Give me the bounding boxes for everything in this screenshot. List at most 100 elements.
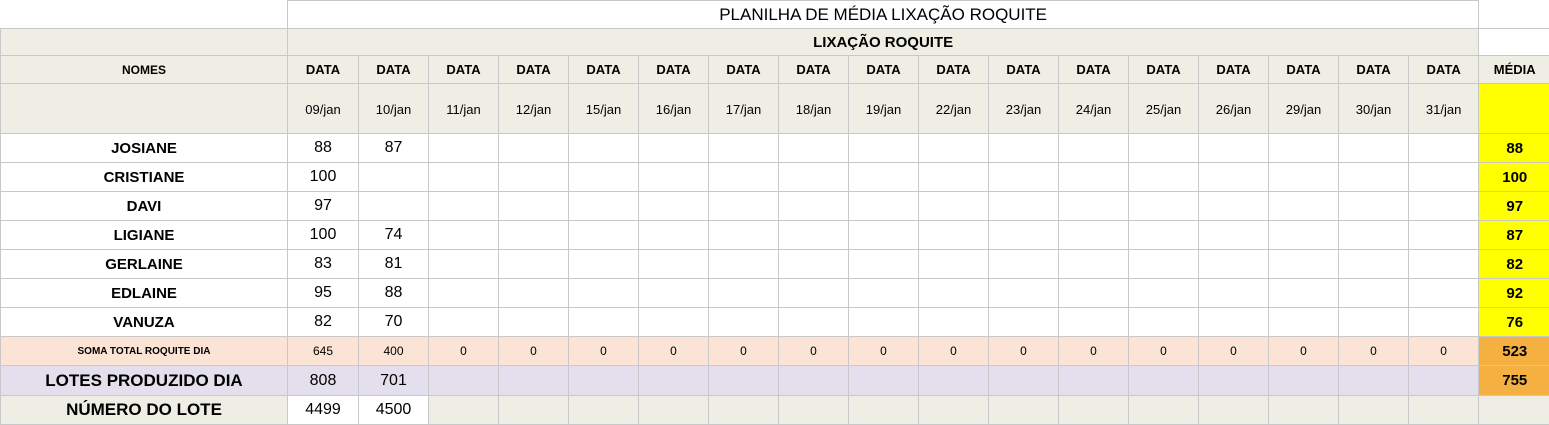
header-data[interactable]: DATA — [989, 56, 1059, 84]
date-cell[interactable]: 12/jan — [499, 84, 569, 134]
empty-cell[interactable] — [919, 279, 989, 308]
header-data[interactable]: DATA — [919, 56, 989, 84]
date-row-blank[interactable] — [1, 84, 288, 134]
empty-cell[interactable] — [1409, 192, 1479, 221]
person-name[interactable]: VANUZA — [1, 308, 288, 337]
empty-cell[interactable] — [1129, 250, 1199, 279]
empty-cell[interactable] — [779, 134, 849, 163]
soma-value[interactable]: 0 — [1129, 337, 1199, 366]
numero-lote-empty[interactable] — [1199, 396, 1269, 425]
soma-value[interactable]: 0 — [499, 337, 569, 366]
score-cell[interactable]: 95 — [288, 279, 359, 308]
score-cell[interactable]: 87 — [359, 134, 429, 163]
empty-cell[interactable] — [709, 279, 779, 308]
empty-cell[interactable] — [1269, 163, 1339, 192]
score-cell[interactable]: 74 — [359, 221, 429, 250]
score-cell[interactable]: 100 — [288, 221, 359, 250]
empty-cell[interactable] — [919, 250, 989, 279]
empty-cell[interactable] — [1409, 279, 1479, 308]
soma-value[interactable]: 0 — [1269, 337, 1339, 366]
empty-cell[interactable] — [1339, 221, 1409, 250]
header-media[interactable]: MÉDIA — [1479, 56, 1549, 84]
empty-cell[interactable] — [429, 163, 499, 192]
date-cell[interactable]: 25/jan — [1129, 84, 1199, 134]
numero-lote-empty[interactable] — [779, 396, 849, 425]
date-cell[interactable]: 10/jan — [359, 84, 429, 134]
empty-cell[interactable] — [499, 250, 569, 279]
header-data[interactable]: DATA — [429, 56, 499, 84]
numero-lote-value[interactable]: 4499 — [288, 396, 359, 425]
empty-cell[interactable] — [1059, 192, 1129, 221]
empty-cell[interactable] — [1199, 221, 1269, 250]
empty-cell[interactable] — [1129, 221, 1199, 250]
empty-cell[interactable] — [1199, 192, 1269, 221]
lotes-value[interactable]: 808 — [288, 366, 359, 396]
header-data[interactable]: DATA — [779, 56, 849, 84]
media-cell[interactable]: 92 — [1479, 279, 1549, 308]
score-cell[interactable]: 83 — [288, 250, 359, 279]
empty-cell[interactable] — [1339, 192, 1409, 221]
empty-cell[interactable] — [709, 221, 779, 250]
numero-lote-empty[interactable] — [709, 396, 779, 425]
empty-cell[interactable] — [1269, 221, 1339, 250]
date-cell[interactable]: 30/jan — [1339, 84, 1409, 134]
date-cell[interactable]: 23/jan — [989, 84, 1059, 134]
empty-cell[interactable] — [1269, 134, 1339, 163]
empty-cell[interactable] — [1199, 279, 1269, 308]
numero-lote-empty[interactable] — [919, 396, 989, 425]
lotes-empty[interactable] — [639, 366, 709, 396]
subtitle-blank-cell-right[interactable] — [1479, 29, 1549, 56]
header-data[interactable]: DATA — [499, 56, 569, 84]
empty-cell[interactable] — [1059, 163, 1129, 192]
empty-cell[interactable] — [779, 221, 849, 250]
person-name[interactable]: LIGIANE — [1, 221, 288, 250]
empty-cell[interactable] — [1059, 250, 1129, 279]
lotes-label[interactable]: LOTES PRODUZIDO DIA — [1, 366, 288, 396]
date-cell[interactable]: 09/jan — [288, 84, 359, 134]
empty-cell[interactable] — [709, 250, 779, 279]
subtitle-blank-cell[interactable] — [1, 29, 288, 56]
empty-cell[interactable] — [499, 308, 569, 337]
empty-cell[interactable] — [1129, 134, 1199, 163]
empty-cell[interactable] — [1339, 134, 1409, 163]
media-cell[interactable]: 87 — [1479, 221, 1549, 250]
empty-cell[interactable] — [1339, 250, 1409, 279]
lotes-empty[interactable] — [779, 366, 849, 396]
soma-value[interactable]: 0 — [849, 337, 919, 366]
empty-cell[interactable] — [1199, 308, 1269, 337]
header-data[interactable]: DATA — [1129, 56, 1199, 84]
header-data[interactable]: DATA — [1339, 56, 1409, 84]
media-cell[interactable]: 82 — [1479, 250, 1549, 279]
soma-label[interactable]: SOMA TOTAL ROQUITE DIA — [1, 337, 288, 366]
empty-cell[interactable] — [989, 221, 1059, 250]
empty-cell[interactable] — [1059, 279, 1129, 308]
lotes-empty[interactable] — [429, 366, 499, 396]
header-names[interactable]: NOMES — [1, 56, 288, 84]
date-cell[interactable]: 19/jan — [849, 84, 919, 134]
empty-cell[interactable] — [989, 308, 1059, 337]
sheet-title[interactable]: PLANILHA DE MÉDIA LIXAÇÃO ROQUITE — [288, 1, 1479, 29]
lotes-empty[interactable] — [1129, 366, 1199, 396]
empty-cell[interactable] — [779, 279, 849, 308]
soma-value[interactable]: 0 — [1339, 337, 1409, 366]
numero-lote-empty[interactable] — [569, 396, 639, 425]
soma-value[interactable]: 400 — [359, 337, 429, 366]
empty-cell[interactable] — [779, 308, 849, 337]
date-cell[interactable]: 17/jan — [709, 84, 779, 134]
empty-cell[interactable] — [639, 163, 709, 192]
date-cell[interactable]: 29/jan — [1269, 84, 1339, 134]
soma-value[interactable]: 0 — [919, 337, 989, 366]
empty-cell[interactable] — [569, 192, 639, 221]
empty-cell[interactable] — [1409, 250, 1479, 279]
lotes-empty[interactable] — [499, 366, 569, 396]
empty-cell[interactable] — [1409, 134, 1479, 163]
media-date-blank[interactable] — [1479, 84, 1549, 134]
empty-cell[interactable] — [429, 221, 499, 250]
lotes-empty[interactable] — [1059, 366, 1129, 396]
numero-lote-empty[interactable] — [1269, 396, 1339, 425]
empty-cell[interactable] — [429, 279, 499, 308]
numero-lote-empty[interactable] — [639, 396, 709, 425]
lotes-empty[interactable] — [849, 366, 919, 396]
empty-cell[interactable] — [569, 134, 639, 163]
score-cell[interactable]: 81 — [359, 250, 429, 279]
